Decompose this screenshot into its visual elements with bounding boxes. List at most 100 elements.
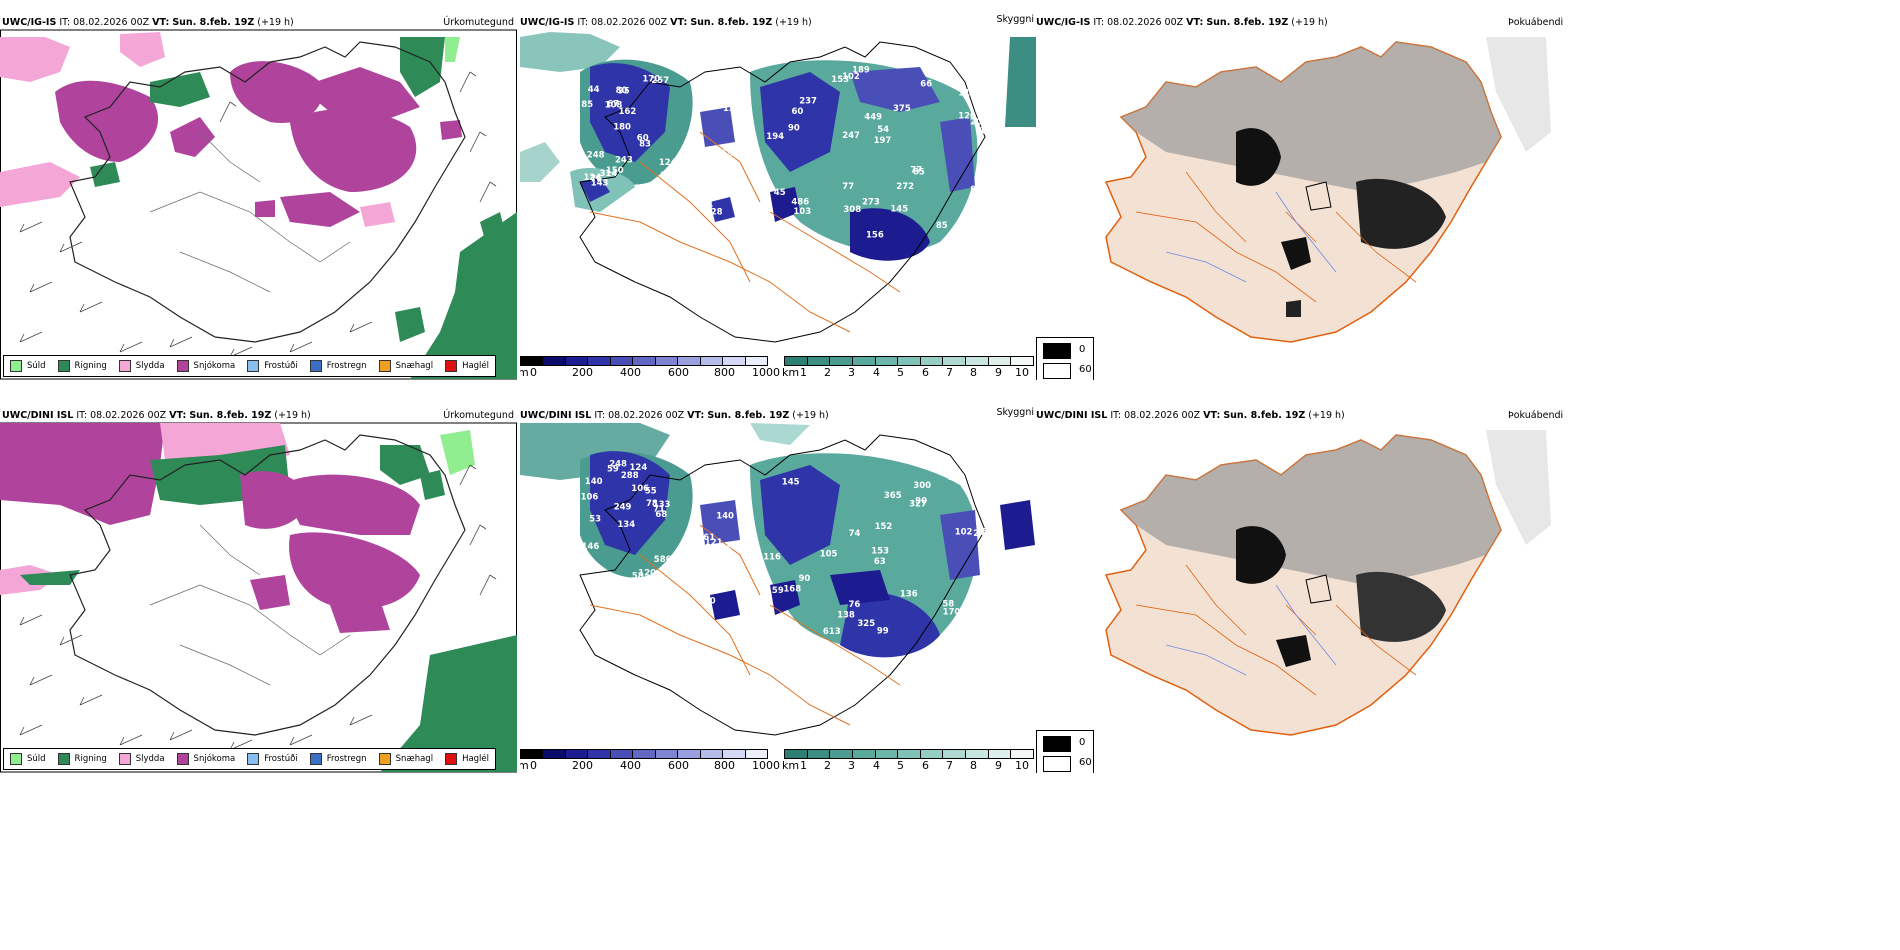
fog-legend: 0 60 xyxy=(1036,337,1094,380)
cloud-base-label: 145 xyxy=(890,204,908,214)
visibility-panel-row1: UWC/IG-IS IT: 08.02.2026 00Z VT: Sun. 8.… xyxy=(520,12,1036,380)
colorbar-cell xyxy=(565,357,589,365)
colorbar-cell xyxy=(655,750,679,758)
cloud-base-label: 143 xyxy=(591,179,609,189)
colorbar-cell xyxy=(565,750,589,758)
legend-item-sleet: Slydda xyxy=(118,753,165,765)
colorbar-cell xyxy=(807,357,831,365)
cloud-base-label: 300 xyxy=(913,481,931,491)
colorbar-cell xyxy=(943,357,967,365)
vt-value: Sun. 8.feb. 19Z xyxy=(172,17,255,28)
visibility-colorbar-cells xyxy=(784,356,1034,366)
cloud-base-label: 189 xyxy=(852,65,870,75)
cloud-base-label: 191 xyxy=(660,171,678,181)
cloud-base-label: 90 xyxy=(915,496,927,506)
colorbar-cell xyxy=(785,357,808,365)
colorbar-cell xyxy=(521,750,544,758)
cloud-base-label: 145 xyxy=(782,478,800,488)
cloud-base-label: 197 xyxy=(874,136,892,146)
colorbar-cell xyxy=(700,357,724,365)
colorbar-cell xyxy=(1011,750,1034,758)
cloud-base-label: 162 xyxy=(619,107,637,117)
cloud-base-label: 59 xyxy=(607,465,619,475)
legend-item-drizzle: Súld xyxy=(10,753,46,765)
panel-header: UWC/IG-IS IT: 08.02.2026 00Z VT: Sun. 8.… xyxy=(1036,17,1328,28)
cloud-base-label: 152 xyxy=(875,522,893,532)
cloud-base-label: 90 xyxy=(799,574,811,584)
colorbar-cell xyxy=(920,750,944,758)
colorbar-cell xyxy=(633,750,656,758)
cloud-base-label: 170 xyxy=(642,74,660,84)
cloud-base-label: 367 xyxy=(974,83,992,93)
legend-item-rain: Rigning xyxy=(57,360,107,372)
cloud-base-label: 61 xyxy=(703,533,715,543)
cloud-base-label: 211 xyxy=(948,473,966,483)
fog-low-swatch xyxy=(1043,363,1071,379)
cloud-base-label: 77 xyxy=(842,182,854,192)
colorbar-cell xyxy=(678,357,701,365)
cloud-base-label: 153 xyxy=(831,75,849,85)
visibility-colorbar: km 1 2 3 4 5 6 7 8 9 10 xyxy=(782,356,1034,380)
cloud-colorbar-cells xyxy=(520,749,768,759)
panel-header: UWC/DINI ISL IT: 08.02.2026 00Z VT: Sun.… xyxy=(1036,410,1345,421)
cloud-base-label: 140 xyxy=(585,477,603,487)
legend-item-drizzle: Súld xyxy=(10,360,46,372)
colorbar-cell xyxy=(1011,357,1034,365)
panel-header: UWC/DINI ISL IT: 08.02.2026 00Z VT: Sun.… xyxy=(2,410,311,421)
panel-header: UWC/DINI ISL IT: 08.02.2026 00Z VT: Sun.… xyxy=(520,410,829,421)
cloud-base-label: 80 xyxy=(704,597,716,607)
cloud-base-label: 365 xyxy=(884,491,902,501)
panel-header: UWC/IG-IS IT: 08.02.2026 00Z VT: Sun. 8.… xyxy=(520,17,812,28)
cloud-base-label: 76 xyxy=(849,600,861,610)
cloud-base-label: 76 xyxy=(709,150,721,160)
visibility-map: 191 194 119 180 375 228 80 449 45 67 54 103 95 54 85 44… xyxy=(520,32,1036,343)
cloud-base-label: 124 xyxy=(659,158,677,168)
fog-panel-row1: UWC/IG-IS IT: 08.02.2026 00Z VT: Sun. 8.… xyxy=(1036,12,1900,380)
cloud-base-label: 248 xyxy=(973,529,991,539)
cloud-base-label: 168 xyxy=(783,584,801,594)
cloud-base-label: 71 xyxy=(653,504,665,514)
precip-panel-row1: UWC/IG-IS IT: 08.02.2026 00Z VT: Sun. 8.… xyxy=(0,12,520,380)
cloud-base-label: 314 xyxy=(600,169,618,179)
colorbar-cell xyxy=(988,750,1012,758)
cloud-base-label: 112 xyxy=(965,463,983,473)
cloud-base-label: 44 xyxy=(588,85,600,95)
colorbar-cell xyxy=(852,750,876,758)
cloud-base-label: 243 xyxy=(615,156,633,166)
cloud-base-label: 99 xyxy=(877,627,889,637)
it-label: IT: xyxy=(59,17,71,28)
cloud-base-label: 140 xyxy=(716,512,734,522)
cloud-base-label: 272 xyxy=(896,182,914,192)
cloud-colorbar-cells xyxy=(520,356,768,366)
cloud-base-label: 45 xyxy=(976,527,988,537)
colorbar-cell xyxy=(588,750,611,758)
cloud-base-label: 66 xyxy=(920,80,932,90)
cloud-base-label: 60 xyxy=(792,107,804,117)
colorbar-cell xyxy=(678,750,701,758)
vt-label: VT: xyxy=(152,17,170,28)
cloud-base-label: 58 xyxy=(632,572,644,582)
cloud-base-label: 105 xyxy=(820,549,838,559)
colorbar-cell xyxy=(852,357,876,365)
cloud-base-label: 288 xyxy=(621,471,639,481)
cloud-base-colorbar: m 0 200 400 600 800 1000 xyxy=(520,749,780,773)
cloud-base-label: 55 xyxy=(720,545,732,555)
colorbar-cell xyxy=(543,357,566,365)
cloud-base-label: 249 xyxy=(614,503,632,513)
colorbar-cell xyxy=(655,357,679,365)
cloud-base-label: 130 xyxy=(723,104,741,114)
cloud-base-label: 73 xyxy=(740,576,752,586)
cloud-base-label: 247 xyxy=(842,131,860,141)
cloud-unit: m xyxy=(520,366,529,379)
cloud-base-label: 68 xyxy=(655,510,667,520)
colorbar-cell xyxy=(543,750,566,758)
legend-item-snow: Snjókoma xyxy=(176,360,235,372)
cloud-base-label: 240 xyxy=(757,230,775,240)
cloud-base-label: 60 xyxy=(637,134,649,144)
visibility-colorbar-cells xyxy=(784,749,1034,759)
cloud-base-label: 180 xyxy=(613,123,631,133)
cloud-base-label: 102 xyxy=(842,72,860,82)
colorbar-cell xyxy=(898,357,921,365)
colorbar-cell xyxy=(988,357,1012,365)
fog-map xyxy=(1104,430,1551,736)
